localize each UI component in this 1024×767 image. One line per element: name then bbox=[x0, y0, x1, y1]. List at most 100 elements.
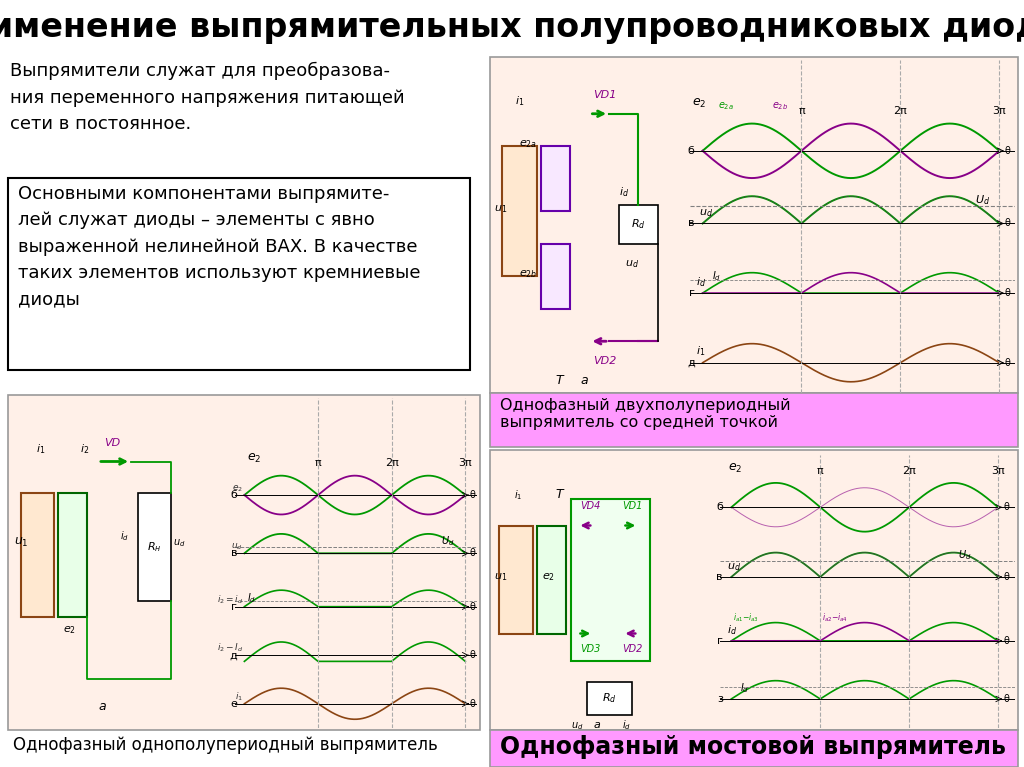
Text: $e_2$: $e_2$ bbox=[62, 624, 76, 636]
Bar bbox=[490, 393, 1018, 447]
Text: $R_н$: $R_н$ bbox=[146, 540, 162, 554]
Text: $u_1$: $u_1$ bbox=[14, 536, 29, 549]
Text: 3π: 3π bbox=[992, 107, 1006, 117]
Text: θ: θ bbox=[470, 490, 476, 500]
Text: $e_2$: $e_2$ bbox=[692, 97, 707, 110]
Text: $i_1$: $i_1$ bbox=[515, 94, 524, 108]
Text: $i_d$: $i_d$ bbox=[623, 718, 632, 732]
Text: 3π: 3π bbox=[991, 466, 1005, 476]
Text: $e_{2b}$: $e_{2b}$ bbox=[772, 100, 788, 112]
Text: $U_d$: $U_d$ bbox=[440, 535, 455, 548]
Text: 3π: 3π bbox=[459, 458, 472, 468]
Text: VD: VD bbox=[104, 438, 121, 448]
Bar bbox=[490, 730, 1018, 767]
Text: $e_2$: $e_2$ bbox=[247, 452, 261, 466]
Bar bbox=[587, 682, 632, 715]
Text: $U_d$: $U_d$ bbox=[957, 548, 972, 562]
Text: $a$: $a$ bbox=[580, 374, 589, 387]
Text: е: е bbox=[230, 699, 238, 709]
Bar bbox=[8, 178, 470, 370]
Text: б: б bbox=[688, 146, 694, 156]
Bar bbox=[8, 395, 480, 730]
Bar bbox=[58, 492, 87, 617]
Text: $i_2$: $i_2$ bbox=[81, 443, 90, 456]
Bar bbox=[502, 146, 537, 276]
Bar bbox=[499, 525, 532, 634]
Text: $T$: $T$ bbox=[555, 374, 565, 387]
Text: $I_d$: $I_d$ bbox=[712, 269, 721, 283]
Text: $T$: $T$ bbox=[555, 489, 565, 502]
Text: θ: θ bbox=[1004, 694, 1010, 704]
Text: $i_1$: $i_1$ bbox=[37, 443, 46, 456]
Text: г: г bbox=[717, 636, 723, 646]
Text: в: в bbox=[230, 548, 238, 558]
Text: $R_d$: $R_d$ bbox=[631, 217, 645, 231]
Text: $u_d$: $u_d$ bbox=[699, 207, 714, 219]
Text: $i_2=i_d$: $i_2=i_d$ bbox=[217, 593, 244, 606]
Text: з: з bbox=[717, 694, 723, 704]
Text: Применение выпрямительных полупроводниковых диодов: Применение выпрямительных полупроводнико… bbox=[0, 11, 1024, 44]
Text: θ: θ bbox=[1004, 572, 1010, 582]
Text: VD3: VD3 bbox=[580, 644, 600, 654]
Text: $i_1$: $i_1$ bbox=[514, 489, 523, 502]
Text: VD1: VD1 bbox=[623, 502, 643, 512]
Text: $u_d$: $u_d$ bbox=[173, 537, 185, 549]
Text: б: б bbox=[230, 490, 238, 500]
Text: π: π bbox=[798, 107, 805, 117]
Text: в: в bbox=[688, 219, 694, 229]
Text: 2π: 2π bbox=[894, 107, 907, 117]
Text: θ: θ bbox=[470, 548, 476, 558]
Text: в: в bbox=[717, 572, 723, 582]
Text: $u_d$: $u_d$ bbox=[625, 258, 639, 270]
Text: θ: θ bbox=[470, 650, 476, 660]
Text: VD1: VD1 bbox=[593, 90, 616, 100]
Text: Выпрямители служат для преобразова-
ния переменного напряжения питающей
сети в п: Выпрямители служат для преобразова- ния … bbox=[10, 62, 404, 133]
Bar bbox=[490, 57, 1018, 393]
Text: 2π: 2π bbox=[902, 466, 916, 476]
Bar bbox=[541, 244, 570, 309]
Text: Однофазный двухполупериодный
выпрямитель со средней точкой: Однофазный двухполупериодный выпрямитель… bbox=[500, 398, 791, 430]
Bar bbox=[618, 205, 657, 244]
Text: Однофазный мостовой выпрямитель: Однофазный мостовой выпрямитель bbox=[500, 735, 1006, 759]
Text: $i_d$: $i_d$ bbox=[727, 624, 737, 637]
Text: θ: θ bbox=[1005, 146, 1011, 156]
Text: $e_2$: $e_2$ bbox=[232, 483, 244, 494]
Text: $a$: $a$ bbox=[593, 720, 601, 730]
Bar bbox=[490, 450, 1018, 730]
Text: $I_d$: $I_d$ bbox=[247, 591, 256, 604]
Text: $e_{2a}$: $e_{2a}$ bbox=[718, 100, 734, 112]
Text: θ: θ bbox=[1004, 636, 1010, 646]
Text: $R_d$: $R_d$ bbox=[602, 691, 616, 705]
Text: π: π bbox=[817, 466, 823, 476]
Text: Однофазный однополупериодный выпрямитель: Однофазный однополупериодный выпрямитель bbox=[13, 736, 437, 754]
Text: б: б bbox=[716, 502, 723, 512]
Text: $u_d$: $u_d$ bbox=[570, 720, 584, 732]
Text: $a$: $a$ bbox=[98, 700, 106, 713]
Text: д: д bbox=[687, 357, 694, 367]
Text: $e_{2b}$: $e_{2b}$ bbox=[519, 268, 538, 280]
Text: г: г bbox=[689, 288, 694, 298]
Bar bbox=[541, 146, 570, 211]
Text: $I_d$: $I_d$ bbox=[739, 682, 749, 696]
Text: $u_d$: $u_d$ bbox=[231, 542, 244, 552]
Text: θ: θ bbox=[1005, 357, 1011, 367]
Text: VD2: VD2 bbox=[623, 644, 643, 654]
Text: $u_d$: $u_d$ bbox=[727, 561, 741, 574]
Text: $e_{2a}$: $e_{2a}$ bbox=[519, 138, 538, 150]
Text: $i_{a2}{-}i_{a4}$: $i_{a2}{-}i_{a4}$ bbox=[821, 612, 848, 624]
Bar bbox=[22, 492, 54, 617]
Text: $e_2$: $e_2$ bbox=[542, 571, 554, 583]
Text: г: г bbox=[231, 601, 238, 611]
Text: д: д bbox=[229, 650, 238, 660]
Bar bbox=[570, 499, 649, 660]
Text: $e_2$: $e_2$ bbox=[728, 463, 742, 476]
Bar bbox=[537, 525, 566, 634]
Text: $i_{a1}{-}i_{a3}$: $i_{a1}{-}i_{a3}$ bbox=[733, 612, 759, 624]
Text: $i_1$: $i_1$ bbox=[696, 344, 706, 358]
Text: $U_d$: $U_d$ bbox=[975, 193, 990, 207]
Text: $i_d$: $i_d$ bbox=[120, 529, 129, 543]
Text: $i_1$: $i_1$ bbox=[236, 690, 244, 703]
Text: $u_1$: $u_1$ bbox=[494, 203, 507, 215]
Bar bbox=[137, 492, 171, 601]
Text: θ: θ bbox=[1004, 502, 1010, 512]
